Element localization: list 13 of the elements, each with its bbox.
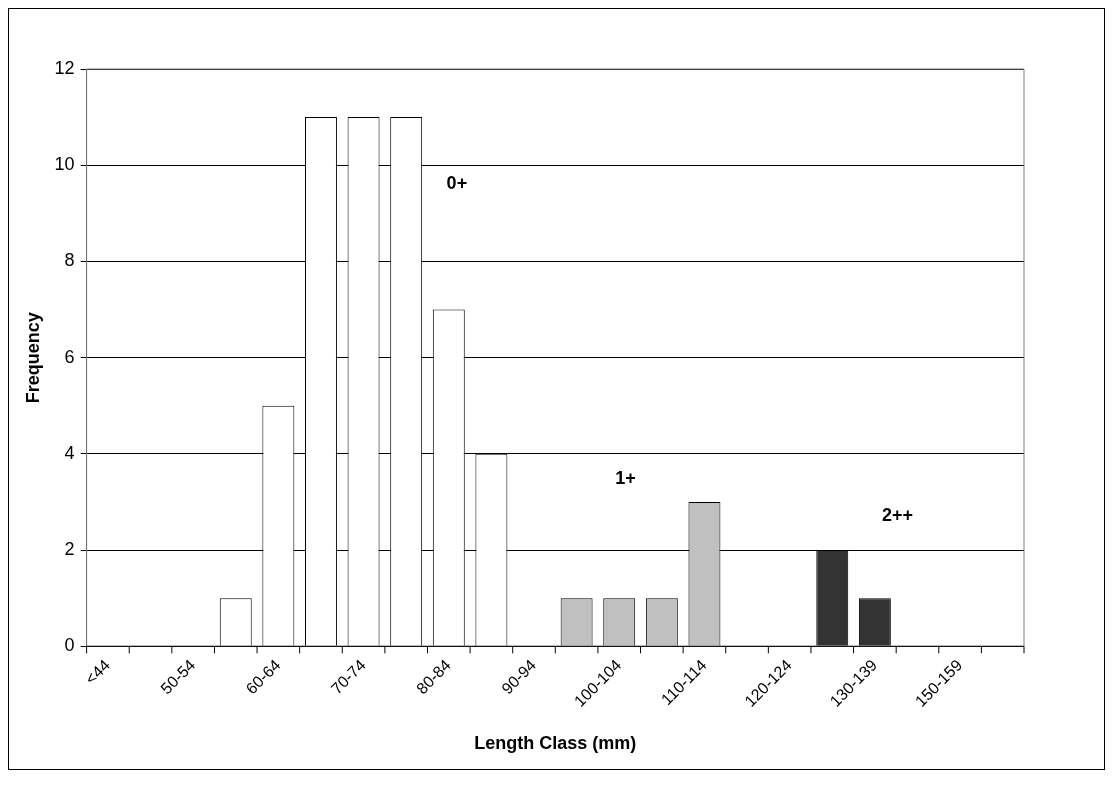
y-tick-label: 4 bbox=[64, 442, 75, 463]
y-tick-label: 6 bbox=[64, 346, 75, 367]
y-tick-label: 0 bbox=[64, 635, 75, 656]
y-tick-label: 12 bbox=[54, 57, 75, 78]
annotation: 1+ bbox=[615, 467, 636, 488]
y-tick-label: 10 bbox=[54, 154, 75, 175]
annotation: 0+ bbox=[446, 173, 468, 194]
x-axis-title: Length Class (mm) bbox=[474, 733, 637, 754]
y-tick-label: 2 bbox=[64, 539, 75, 560]
annotation: 2++ bbox=[881, 505, 913, 526]
x-tick-label: <44 bbox=[81, 656, 114, 688]
y-axis-title: Frequency bbox=[22, 312, 43, 404]
y-tick-label: 8 bbox=[64, 250, 75, 271]
